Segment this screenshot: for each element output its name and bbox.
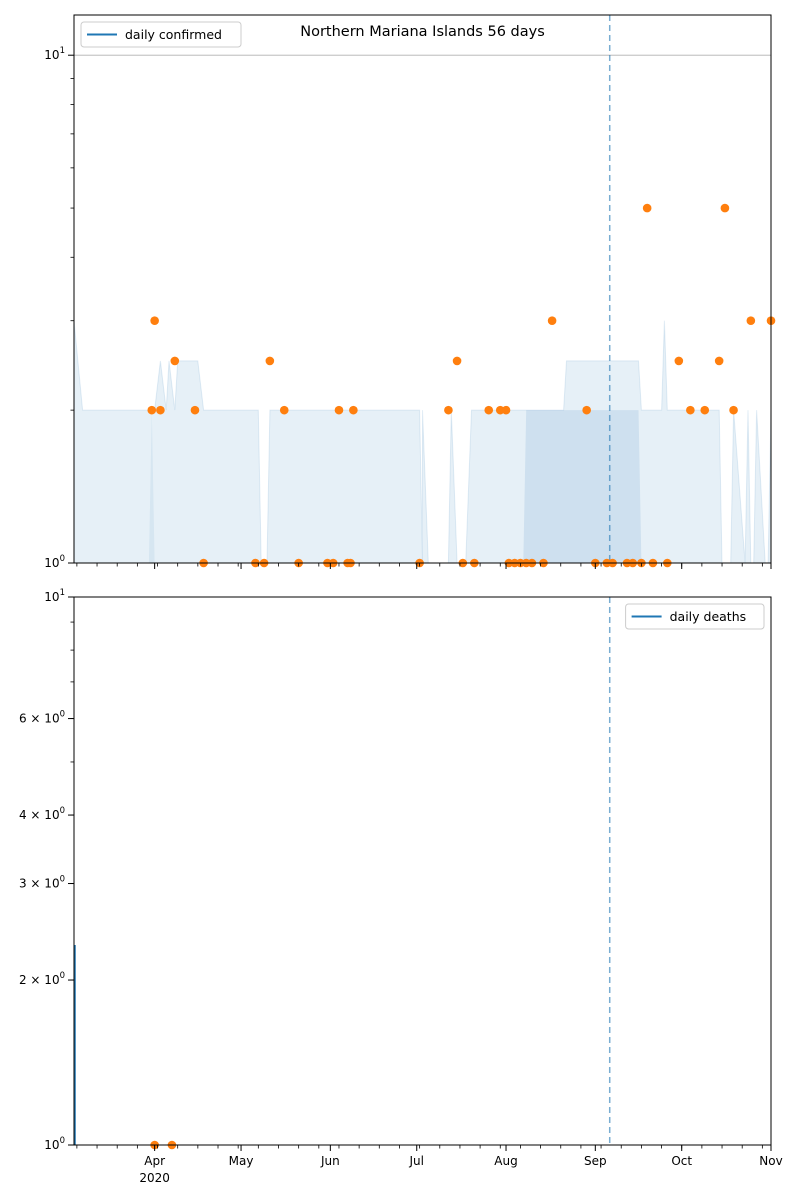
data-point — [501, 405, 511, 415]
legend-label: daily deaths — [670, 609, 747, 624]
legend: daily deaths — [625, 603, 765, 630]
x-tick-label: Sep — [584, 1154, 607, 1168]
data-point — [700, 405, 710, 415]
plot-area — [74, 597, 611, 1145]
x-tick-label: Aug — [494, 1154, 517, 1168]
data-point — [729, 405, 738, 415]
data-point — [444, 405, 453, 415]
y-tick-label: 6 × 100 — [19, 710, 65, 726]
data-point — [746, 316, 756, 326]
x-tick-label: Oct — [671, 1154, 692, 1168]
y-tick-exponent: 0 — [60, 710, 65, 720]
plot-area — [74, 15, 771, 563]
data-point — [674, 356, 684, 366]
x-tick-sublabel: 2020 — [139, 1171, 170, 1185]
confidence-band-inner — [523, 410, 642, 563]
data-point — [156, 405, 165, 415]
data-point — [170, 356, 180, 366]
y-tick-label: 4 × 100 — [19, 806, 65, 822]
y-tick-exponent: 1 — [60, 46, 65, 56]
chart-title: Northern Mariana Islands 56 days — [300, 24, 545, 40]
y-tick-label: 100 — [44, 554, 65, 570]
data-point — [452, 356, 462, 366]
x-tick-label: May — [229, 1154, 254, 1168]
y-tick-exponent: 0 — [60, 971, 65, 981]
y-tick-exponent: 0 — [60, 554, 65, 564]
data-point — [720, 203, 730, 213]
legend-box — [80, 21, 242, 48]
y-tick-label: 100 — [44, 1136, 65, 1152]
legend-box — [625, 603, 765, 630]
confidence-band-spike — [148, 410, 155, 563]
data-point — [334, 405, 344, 415]
legend: daily confirmed — [80, 21, 242, 48]
data-point — [147, 405, 157, 415]
data-point — [265, 356, 275, 366]
data-point — [349, 405, 358, 415]
confidence-band — [74, 320, 771, 563]
data-point — [547, 316, 557, 326]
y-tick-exponent: 1 — [60, 588, 65, 598]
data-point — [642, 203, 652, 213]
data-point — [150, 316, 159, 326]
y-tick-exponent: 0 — [60, 875, 65, 885]
data-point — [484, 405, 494, 415]
y-tick-label: 101 — [44, 46, 65, 62]
x-tick-label: Jun — [320, 1154, 340, 1168]
axes-frame — [73, 14, 772, 564]
data-point — [582, 405, 591, 415]
chart-panel-1: 101 100 Northern Mariana Islands 56 days da… — [44, 14, 776, 570]
x-tick-label: Jul — [408, 1154, 423, 1168]
x-tick-label: Nov — [759, 1154, 782, 1168]
y-tick-label: 101 — [44, 588, 65, 604]
legend-label: daily confirmed — [125, 27, 222, 42]
axes-frame — [73, 596, 772, 1146]
x-tick-label: Apr — [144, 1154, 165, 1168]
data-point — [279, 405, 289, 415]
y-tick-label: 2 × 100 — [19, 971, 65, 987]
data-point — [714, 356, 724, 366]
y-tick-label: 3 × 100 — [19, 875, 65, 891]
data-point — [686, 405, 695, 415]
y-tick-exponent: 0 — [60, 806, 65, 816]
y-tick-exponent: 0 — [60, 1136, 65, 1146]
data-point — [190, 405, 200, 415]
